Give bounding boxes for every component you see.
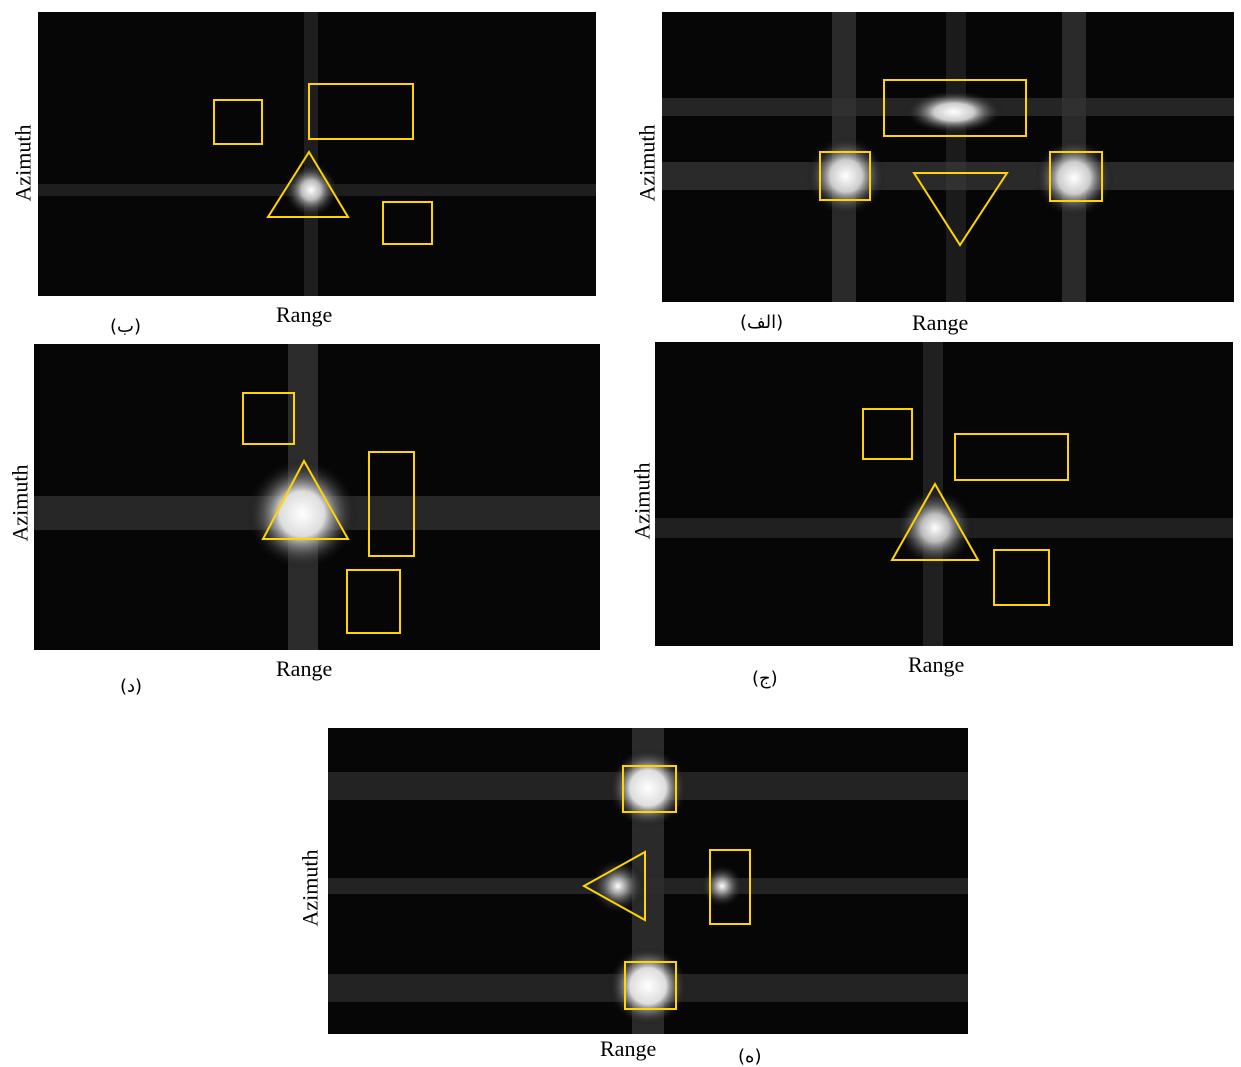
- target-response: [700, 864, 744, 908]
- sar-image-b: [38, 12, 596, 296]
- caption-c: (ج): [752, 668, 778, 689]
- caption-e: (ه): [738, 1046, 762, 1067]
- sar-image-c: [655, 342, 1233, 646]
- y-axis-label-d: Azimuth: [7, 464, 33, 542]
- x-axis-label-a: Range: [912, 310, 969, 335]
- marker-box: [213, 99, 263, 145]
- x-axis-label-b: Range: [276, 302, 333, 327]
- y-axis-label-b: Azimuth: [10, 124, 36, 202]
- marker-triangle: [890, 481, 980, 561]
- marker-box: [993, 549, 1050, 606]
- y-axis-label-a: Azimuth: [634, 124, 660, 202]
- target-response: [806, 136, 886, 216]
- target-response: [608, 748, 688, 828]
- sar-image-d: [34, 344, 600, 650]
- target-response: [590, 858, 646, 914]
- marker-triangle: [261, 458, 350, 540]
- marker-box: [862, 408, 913, 460]
- caption-b: (ب): [110, 316, 141, 337]
- marker-box: [368, 451, 415, 557]
- marker-box: [242, 392, 295, 445]
- sar-plot-b: [38, 12, 596, 296]
- azimuth-sidelobe: [328, 878, 968, 894]
- marker-triangle: [581, 850, 646, 922]
- marker-box: [883, 79, 1027, 137]
- sar-image-e: [328, 728, 968, 1034]
- x-axis-label-d: Range: [276, 656, 333, 681]
- marker-triangle: [912, 172, 1009, 247]
- caption-a: (الف): [740, 312, 784, 333]
- marker-box: [624, 961, 677, 1010]
- marker-box: [308, 83, 414, 140]
- x-axis-label-e: Range: [600, 1036, 657, 1061]
- sar-plot-c: [655, 342, 1233, 646]
- sar-plot-e: [328, 728, 968, 1034]
- target-response: [283, 162, 339, 218]
- marker-box: [346, 569, 401, 634]
- y-axis-label-c: Azimuth: [629, 462, 655, 540]
- sar-plot-d: [34, 344, 600, 650]
- x-axis-label-c: Range: [908, 652, 965, 677]
- marker-box: [622, 765, 677, 813]
- azimuth-sidelobe: [662, 162, 1234, 190]
- marker-box: [709, 849, 751, 925]
- target-response: [1034, 138, 1114, 218]
- target-response: [246, 458, 358, 570]
- marker-box: [1049, 151, 1103, 202]
- marker-box: [819, 151, 871, 201]
- range-sidelobe: [946, 12, 966, 302]
- caption-d: (د): [120, 676, 143, 697]
- marker-triangle: [266, 150, 350, 218]
- sar-plot-a: [662, 12, 1234, 302]
- y-axis-label-e: Azimuth: [297, 849, 323, 927]
- target-response: [608, 946, 688, 1026]
- target-response: [904, 90, 1004, 134]
- marker-box: [954, 433, 1069, 481]
- marker-box: [382, 201, 433, 245]
- target-response: [895, 488, 975, 568]
- sar-image-a: [662, 12, 1234, 302]
